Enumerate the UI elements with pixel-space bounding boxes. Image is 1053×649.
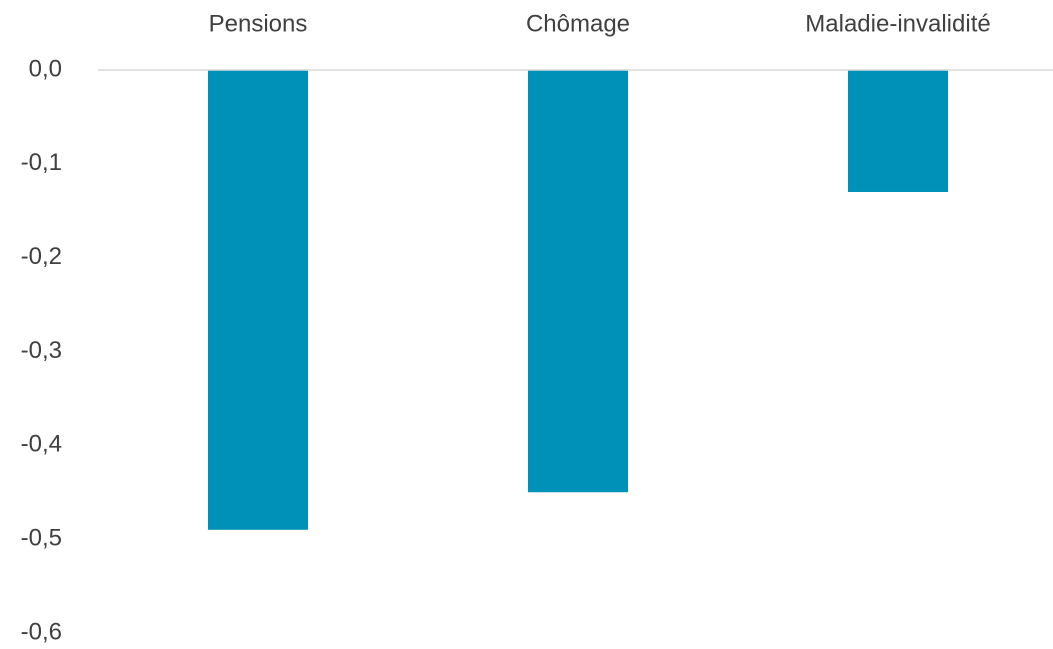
x-tick-label: Chômage (526, 10, 630, 37)
bar (848, 70, 948, 192)
y-tick-label: -0,1 (21, 149, 62, 176)
x-tick-label: Maladie-invalidité (805, 10, 990, 37)
y-tick-label: 0,0 (29, 55, 62, 82)
bar (208, 70, 308, 530)
y-tick-label: -0,2 (21, 243, 62, 270)
x-tick-label: Pensions (209, 10, 308, 37)
y-tick-label: -0,5 (21, 525, 62, 552)
y-tick-label: -0,6 (21, 618, 62, 645)
y-tick-label: -0,4 (21, 431, 62, 458)
bar (528, 70, 628, 493)
y-tick-label: -0,3 (21, 337, 62, 364)
